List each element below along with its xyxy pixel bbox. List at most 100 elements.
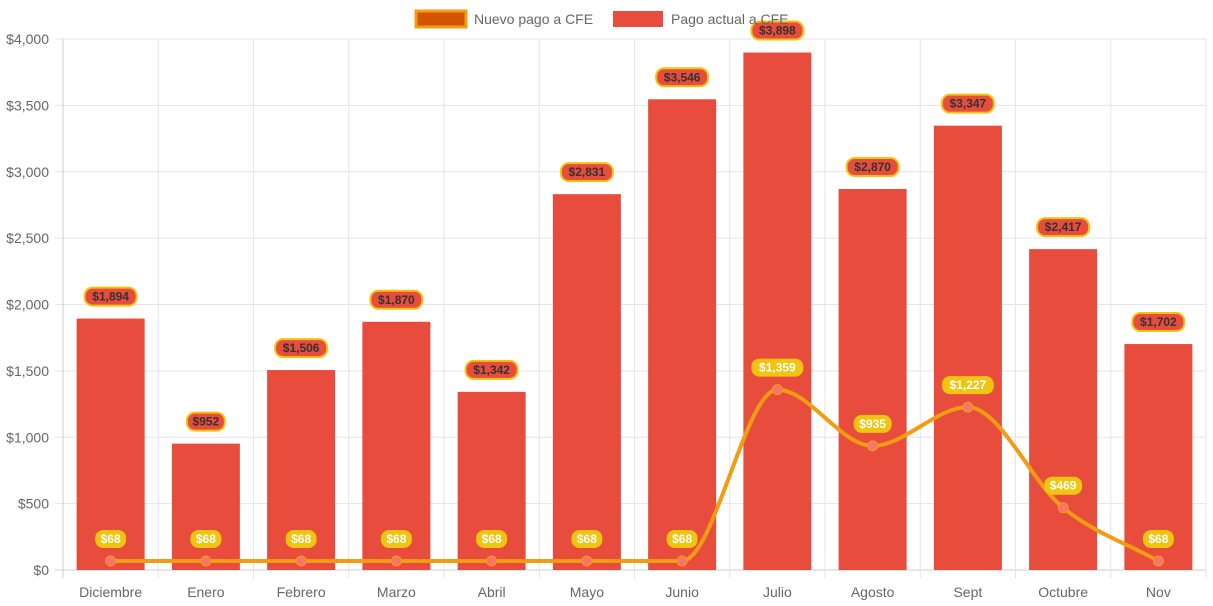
bar-data-label: $1,506 [274, 338, 329, 359]
data-label-text: $68 [672, 532, 692, 546]
line-data-label: $68 [285, 529, 317, 548]
data-label-text: $935 [859, 417, 886, 431]
line-data-label: $68 [380, 529, 412, 548]
legend-item-pago-actual[interactable]: Pago actual a CFE [613, 11, 789, 27]
data-label-bg [853, 414, 892, 433]
line-series-nuevo-pago [105, 384, 1164, 567]
y-tick-label: $1,000 [6, 429, 49, 445]
data-label-text: $68 [577, 532, 597, 546]
line-point [867, 440, 879, 452]
grid-lines [55, 38, 1207, 578]
x-tick-label: Julio [763, 584, 792, 600]
y-tick-label: $500 [18, 496, 49, 512]
bar [171, 443, 240, 570]
data-label-text: $68 [196, 532, 216, 546]
data-label-text: $2,870 [854, 160, 891, 174]
data-label-text: $68 [386, 532, 406, 546]
bar [743, 52, 812, 570]
data-label-bg [464, 359, 519, 380]
y-tick-label: $2,500 [6, 230, 49, 246]
x-tick-label: Sept [953, 584, 982, 600]
legend-label-nuevo-pago: Nuevo pago a CFE [474, 11, 593, 27]
data-label-text: $3,898 [759, 24, 796, 38]
y-tick-label: $0 [33, 562, 49, 578]
data-label-text: $68 [1148, 532, 1168, 546]
bar-data-label: $3,898 [750, 20, 805, 41]
data-label-bg [941, 376, 994, 395]
data-label-bg [559, 162, 614, 183]
data-label-text: $1,870 [378, 293, 415, 307]
line-data-label: $68 [1142, 529, 1174, 548]
data-label-text: $68 [101, 532, 121, 546]
line-data-label: $68 [476, 529, 508, 548]
bar [838, 189, 907, 570]
line-data-label: $1,227 [941, 376, 994, 395]
line-data-label: $469 [1044, 476, 1083, 495]
legend-item-nuevo-pago[interactable]: Nuevo pago a CFE [414, 9, 593, 29]
bar-data-label: $1,342 [464, 359, 519, 380]
data-label-text: $1,227 [950, 378, 987, 392]
line-data-labels: $68 $68 $68 $68 $68 $68 $68 $1,359 $935 $1,227 $46… [95, 358, 1174, 548]
data-label-text: $952 [193, 415, 220, 429]
data-label-text: $3,347 [950, 97, 987, 111]
legend-label-pago-actual: Pago actual a CFE [671, 11, 789, 27]
data-label-bg [571, 529, 603, 548]
line-point [771, 384, 783, 396]
bar [552, 194, 621, 570]
legend-swatch-nuevo-pago [414, 9, 468, 29]
bar-data-label: $1,870 [369, 289, 424, 310]
data-label-text: $2,831 [569, 165, 606, 179]
line-point [676, 555, 688, 567]
line-data-label: $68 [666, 529, 698, 548]
line-point [1057, 502, 1069, 514]
y-tick-label: $3,500 [6, 97, 49, 113]
data-label-bg [666, 529, 698, 548]
data-label-text: $68 [291, 532, 311, 546]
bar-data-labels: $1,894 $952 $1,506 $1,870 $1,342 $2,831 $3,546… [83, 20, 1186, 432]
bar-series-pago-actual [76, 52, 1193, 571]
data-label-bg [190, 529, 222, 548]
data-label-text: $1,702 [1140, 315, 1177, 329]
data-label-bg [285, 529, 317, 548]
data-label-bg [1131, 312, 1186, 333]
data-label-text: $1,342 [473, 363, 510, 377]
data-label-bg [95, 529, 127, 548]
data-label-bg [1036, 217, 1091, 238]
bar-data-label: $3,347 [940, 93, 995, 114]
bar [76, 318, 145, 570]
bar-data-label: $1,894 [83, 286, 138, 307]
bar-data-label: $2,831 [559, 162, 614, 183]
data-label-bg [1142, 529, 1174, 548]
line-data-label: $68 [95, 529, 127, 548]
legend: Nuevo pago a CFE Pago actual a CFE [414, 9, 789, 29]
y-tick-label: $4,000 [6, 31, 49, 47]
data-label-bg [185, 411, 226, 432]
data-label-text: $469 [1050, 479, 1077, 493]
bar-data-label: $3,546 [655, 67, 710, 88]
bar [362, 321, 431, 570]
data-label-bg [83, 286, 138, 307]
line-data-label: $1,359 [751, 358, 804, 377]
bar [933, 125, 1002, 570]
data-label-bg [380, 529, 412, 548]
y-tick-label: $1,500 [6, 363, 49, 379]
data-label-bg [845, 157, 900, 178]
x-tick-label: Abril [478, 584, 506, 600]
bar-data-label: $2,870 [845, 157, 900, 178]
line-data-label: $68 [571, 529, 603, 548]
x-tick-label: Octubre [1038, 584, 1088, 600]
data-label-text: $1,359 [759, 361, 796, 375]
data-label-text: $3,546 [664, 70, 701, 84]
x-tick-label: Enero [187, 584, 225, 600]
x-tick-label: Junio [665, 584, 699, 600]
x-tick-label: Febrero [277, 584, 326, 600]
x-tick-label: Mayo [570, 584, 604, 600]
x-tick-label: Marzo [377, 584, 416, 600]
data-label-bg [274, 338, 329, 359]
legend-swatch-pago-actual [613, 11, 663, 27]
data-label-bg [655, 67, 710, 88]
x-tick-label: Diciembre [79, 584, 142, 600]
bar [1029, 249, 1098, 570]
data-label-text: $68 [482, 532, 502, 546]
